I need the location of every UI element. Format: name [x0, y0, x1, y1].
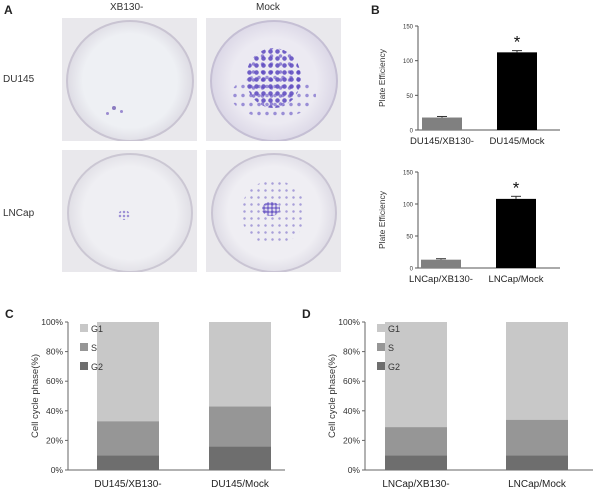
chart-b-top: 0 50 100 150 Plate Efficiency DU145/XB130- DU1… — [377, 25, 560, 147]
y-tick-label: 100 — [403, 203, 414, 209]
panel-letter-a: A — [4, 3, 13, 17]
stacked-bar-segment-g1 — [209, 322, 271, 407]
significance-asterisk: * — [513, 178, 520, 197]
legend-label-s: S — [388, 343, 394, 353]
chart-d: 0% 20% 40% 60% 80% 100% Cell cycle phase(%) LNC… — [327, 317, 593, 490]
panel-letter-d: D — [302, 307, 311, 321]
colony — [106, 112, 109, 115]
x-tick-label: DU145/Mock — [490, 136, 545, 147]
colony — [120, 110, 123, 113]
photo-col-label-mock: Mock — [256, 2, 280, 13]
y-tick-label: 0% — [51, 465, 64, 475]
bar — [496, 198, 536, 268]
y-tick-label: 50 — [406, 235, 413, 241]
y-tick-label: 60% — [46, 376, 63, 386]
y-tick-label: 0 — [410, 129, 414, 135]
legend-label-g1: G1 — [91, 324, 103, 334]
y-tick-label: 20% — [46, 435, 63, 445]
y-tick-label: 150 — [403, 25, 414, 31]
legend-swatch-g2 — [377, 362, 385, 370]
significance-asterisk: * — [514, 33, 521, 52]
legend-label-s: S — [91, 343, 97, 353]
stacked-bar-segment-g2 — [506, 455, 568, 470]
stacked-bar-segment-s — [209, 406, 271, 447]
panel-letter-b: B — [371, 3, 380, 17]
y-tick-label: 0% — [348, 465, 361, 475]
y-axis-label: Cell cycle phase(%) — [30, 354, 41, 438]
bar — [421, 259, 461, 268]
photo-col-label-xb130: XB130- — [110, 2, 144, 13]
y-tick-label: 60% — [343, 376, 360, 386]
x-tick-label: LNCap/Mock — [508, 479, 567, 490]
stacked-bar-segment-g1 — [97, 322, 159, 422]
stacked-bar-segment-s — [97, 421, 159, 456]
stacked-bar-segment-g2 — [209, 446, 271, 470]
colony-cluster — [262, 202, 280, 216]
y-tick-label: 40% — [46, 406, 63, 416]
stacked-bar-segment-s — [506, 419, 568, 456]
legend-label-g2: G2 — [91, 362, 103, 372]
legend-swatch-g1 — [80, 324, 88, 332]
plate-photo-du145-xb130 — [62, 18, 197, 141]
y-tick-label: 100% — [338, 317, 360, 327]
legend-label-g2: G2 — [388, 362, 400, 372]
y-tick-label: 80% — [46, 347, 63, 357]
legend-swatch-g2 — [80, 362, 88, 370]
x-tick-label: LNCap/Mock — [489, 274, 544, 285]
y-tick-label: 80% — [343, 347, 360, 357]
legend-swatch-s — [377, 343, 385, 351]
plate-photo-lncap-mock — [206, 150, 341, 272]
y-tick-label: 40% — [343, 406, 360, 416]
dish-du145-xb130 — [66, 20, 194, 141]
bar — [497, 52, 537, 131]
photo-row-label-lncap: LNCap — [3, 208, 35, 219]
x-tick-label: LNCap/XB130- — [409, 274, 473, 285]
y-axis-label: Plate Efficiency — [377, 48, 387, 107]
stacked-bar-segment-g2 — [97, 455, 159, 470]
legend-swatch-s — [80, 343, 88, 351]
x-tick-label: LNCap/XB130- — [382, 479, 449, 490]
colony — [112, 106, 116, 110]
legend-swatch-g1 — [377, 324, 385, 332]
plate-photo-du145-mock — [206, 18, 341, 141]
y-tick-label: 150 — [403, 171, 414, 177]
stacked-bar-segment-s — [385, 427, 447, 456]
photo-row-label-du145: DU145 — [3, 74, 35, 85]
y-tick-label: 100 — [403, 59, 414, 65]
colony-cluster — [118, 210, 130, 220]
colony-cluster — [231, 73, 316, 118]
y-tick-label: 0 — [410, 267, 414, 273]
dish-lncap-xb130 — [67, 153, 193, 272]
x-tick-label: DU145/XB130- — [410, 136, 474, 147]
chart-c: 0% 20% 40% 60% 80% 100% Cell cycle phase(%) DU1… — [30, 317, 285, 490]
legend-label-g1: G1 — [388, 324, 400, 334]
chart-b-bottom: 0 50 100 150 Plate Efficiency LNCap/XB130- LNC… — [377, 171, 560, 285]
stacked-bar-segment-g1 — [506, 322, 568, 420]
x-tick-label: DU145/Mock — [211, 479, 270, 490]
panel-letter-c: C — [5, 307, 14, 321]
y-tick-label: 100% — [41, 317, 63, 327]
y-tick-label: 20% — [343, 435, 360, 445]
plate-photo-lncap-xb130 — [62, 150, 197, 272]
y-axis-label: Cell cycle phase(%) — [327, 354, 338, 438]
stacked-bar-segment-g2 — [385, 455, 447, 470]
y-tick-label: 50 — [406, 94, 413, 100]
x-tick-label: DU145/XB130- — [94, 479, 161, 490]
bar — [422, 117, 462, 130]
stacked-bar-segment-g1 — [385, 322, 447, 428]
y-axis-label: Plate Efficiency — [377, 190, 387, 249]
